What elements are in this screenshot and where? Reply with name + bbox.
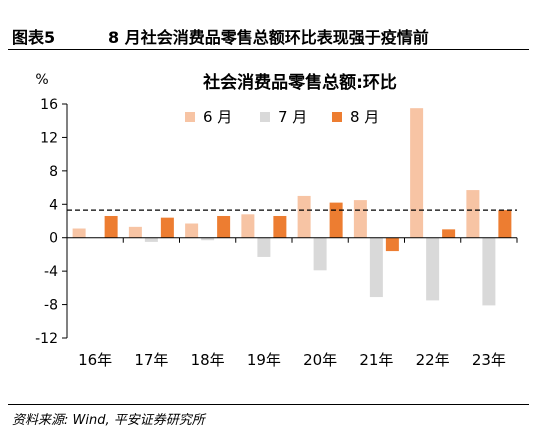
y-tick-label: 0 [49, 231, 58, 247]
legend-label: 8 月 [350, 108, 379, 126]
y-tick-label: -4 [44, 264, 58, 280]
bar [313, 237, 327, 271]
plot-area: -12 -8 -4 0 4 8 12 16 16年 17年 18年 19年 20年 21年 22年 23年 [35, 97, 518, 369]
bar [241, 214, 255, 238]
y-tick-label: 16 [40, 97, 58, 113]
top-divider [8, 49, 529, 50]
bar [217, 215, 231, 238]
bar [72, 228, 86, 238]
bar [201, 237, 215, 241]
bar [185, 223, 199, 238]
x-tick-label: 16年 [78, 351, 112, 369]
figure-number: 图表5 [12, 28, 56, 47]
bar [466, 190, 480, 238]
legend-label: 6 月 [203, 108, 232, 126]
bar [482, 237, 496, 306]
y-unit-label: % [35, 72, 48, 88]
bar [160, 217, 174, 238]
chart-legend: 6 月 7 月 8 月 [185, 108, 379, 126]
bar [104, 215, 118, 238]
bar [297, 195, 311, 238]
legend-swatch [185, 112, 195, 122]
y-tick-label: 12 [40, 130, 58, 146]
chart-title: 社会消费品零售总额:环比 [202, 72, 397, 93]
bar [353, 200, 367, 238]
bottom-divider [8, 404, 529, 405]
source-note: 资料来源: Wind, 平安证券研究所 [12, 413, 205, 428]
x-tick-label: 22年 [416, 351, 450, 369]
bar [329, 202, 343, 238]
legend-swatch [332, 112, 342, 122]
legend-label: 7 月 [278, 108, 307, 126]
x-tick-label: 20年 [303, 351, 337, 369]
bar [273, 215, 287, 238]
y-tick-label: 4 [49, 197, 58, 213]
x-tick-label: 21年 [359, 351, 393, 369]
x-tick-label: 19年 [247, 351, 281, 369]
bar [144, 237, 158, 242]
bar [257, 237, 271, 257]
y-tick-label: -8 [44, 298, 58, 314]
bar [410, 108, 424, 238]
x-tick-label: 23年 [472, 351, 506, 369]
x-tick-label: 18年 [191, 351, 225, 369]
bar [369, 237, 383, 298]
bar [426, 237, 440, 301]
bar [385, 237, 399, 252]
x-tick-label: 17年 [134, 351, 168, 369]
y-tick-label: 8 [49, 164, 58, 180]
figure-title: 8 月社会消费品零售总额环比表现强于疫情前 [108, 28, 429, 47]
bar [442, 229, 456, 238]
bar [128, 226, 142, 238]
figure-header: 图表5 8 月社会消费品零售总额环比表现强于疫情前 [8, 16, 529, 47]
legend-swatch [260, 112, 270, 122]
bar [498, 210, 512, 238]
bar-chart: % 社会消费品零售总额:环比 6 月 7 月 8 月 -12 -8 -4 0 4 8 12 16 1… [35, 72, 518, 369]
y-tick-label: -12 [35, 331, 58, 347]
